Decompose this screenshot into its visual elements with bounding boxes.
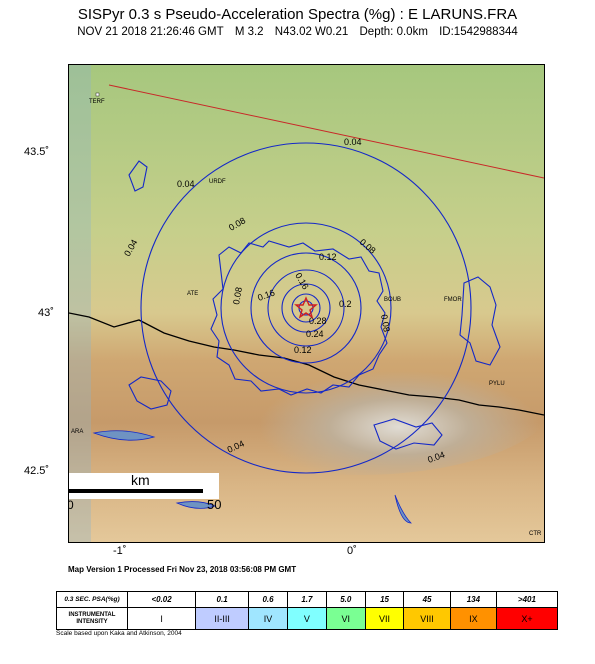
intensity-value: VII — [364, 607, 405, 630]
contour-label: 0.08 — [231, 286, 244, 305]
intensity-value: IV — [248, 607, 288, 630]
contour-blob — [128, 160, 148, 192]
event-id: ID:1542988344 — [439, 26, 518, 38]
contour-label: 0.12 — [319, 252, 337, 262]
lon-tick: -1˚ — [113, 545, 127, 557]
map-version: Map Version 1 Processed Fri Nov 23, 2018… — [68, 565, 297, 574]
lat-tick: 42.5˚ — [24, 465, 50, 477]
contour-label: 0.2 — [339, 299, 352, 309]
scale-note: Scale based upon Kaka and Atkinson, 2004 — [56, 630, 182, 637]
town-label: FMOR — [444, 297, 462, 303]
contour-label: 0.08 — [379, 314, 392, 333]
contour-blob — [210, 240, 388, 396]
intensity-value: I — [126, 607, 197, 630]
shakemap[interactable]: 0.04 0.04 0.04 0.04 0.04 0.08 0.08 0.08 … — [68, 64, 545, 543]
lat-tick: 43.5˚ — [24, 146, 50, 158]
town-label: ARA — [71, 429, 83, 435]
contour-label: 0.12 — [294, 345, 312, 355]
lake-shape — [394, 494, 412, 524]
contour-0.16 — [267, 269, 345, 347]
map-title: SISPyr 0.3 s Pseudo-Acceleration Spectra… — [77, 6, 518, 23]
contour-blob — [459, 276, 501, 366]
contour-label: 0.28 — [309, 316, 327, 326]
intensity-value: IX — [449, 607, 497, 630]
intensity-value: VIII — [403, 607, 451, 630]
event-magnitude: M 3.2 — [234, 26, 264, 38]
event-depth: Depth: 0.0km — [359, 26, 428, 38]
contour-blob — [373, 418, 443, 450]
town-marker — [95, 92, 100, 97]
intensity-row: INSTRUMENTAL INTENSITY I II-III IV V VI V… — [56, 607, 559, 630]
high-peaks — [159, 315, 544, 475]
intensity-value: X+ — [495, 607, 559, 630]
intensity-value: II-III — [195, 607, 250, 630]
epicenter — [294, 296, 318, 319]
town-label: CTR — [529, 531, 542, 537]
contour-0.04 — [140, 142, 472, 474]
psa-value: 5.0 — [325, 591, 366, 608]
contour-0.08 — [220, 222, 392, 394]
psa-value: 15 — [364, 591, 405, 608]
scale-start: 0 — [68, 498, 74, 512]
border-line — [69, 312, 544, 416]
lake-shape — [92, 430, 156, 441]
town-label: PYLU — [489, 381, 505, 387]
contour-label: 0.04 — [177, 179, 195, 189]
contour-0.24 — [291, 293, 321, 323]
psa-value: 0.1 — [195, 591, 250, 608]
contour-label: 0.24 — [306, 329, 324, 339]
lon-tick: 0˚ — [347, 545, 357, 557]
town-label: TERF — [89, 99, 105, 105]
lake-shape — [175, 501, 217, 509]
intensity-value: V — [286, 607, 327, 630]
psa-value: 45 — [403, 591, 451, 608]
intensity-value: VI — [325, 607, 366, 630]
psa-value: 0.6 — [248, 591, 288, 608]
contour-lines — [128, 142, 501, 474]
psa-value: >401 — [495, 591, 559, 608]
ocean — [69, 65, 91, 542]
fault-line — [108, 84, 544, 179]
town-label: URDF — [209, 179, 226, 185]
contour-label: 0.04 — [344, 137, 362, 147]
psa-value: <0.02 — [126, 591, 197, 608]
event-datetime: NOV 21 2018 21:26:46 GMT — [77, 26, 224, 38]
scale-end: 50 — [207, 497, 221, 512]
lat-tick: 43˚ — [38, 307, 54, 319]
town-label: BOUB — [384, 297, 401, 303]
psa-value: 1.7 — [286, 591, 327, 608]
contour-blob — [128, 376, 172, 410]
intensity-label: INSTRUMENTAL INTENSITY — [56, 607, 128, 630]
contour-0.12 — [250, 252, 362, 364]
town-markers: TERF URDF ATE FMOR PYLU ARA BOUB CTR — [71, 92, 542, 537]
psa-row: 0.3 SEC. PSA(%g) <0.02 0.1 0.6 1.7 5.0 1… — [56, 591, 559, 608]
psa-label: 0.3 SEC. PSA(%g) — [56, 591, 128, 608]
town-label: ATE — [187, 291, 198, 297]
psa-value: 134 — [449, 591, 497, 608]
scale-bar: km 0 50 — [68, 472, 221, 512]
scale-bar-segment — [69, 489, 203, 493]
event-subtitle: NOV 21 2018 21:26:46 GMT M 3.2 N43.02 W0… — [0, 26, 595, 38]
contour-0.2 — [281, 283, 331, 333]
star-icon — [294, 296, 318, 319]
scale-unit: km — [131, 472, 150, 488]
event-location: N43.02 W0.21 — [274, 26, 349, 38]
intensity-legend: 0.3 SEC. PSA(%g) <0.02 0.1 0.6 1.7 5.0 1… — [56, 591, 559, 630]
